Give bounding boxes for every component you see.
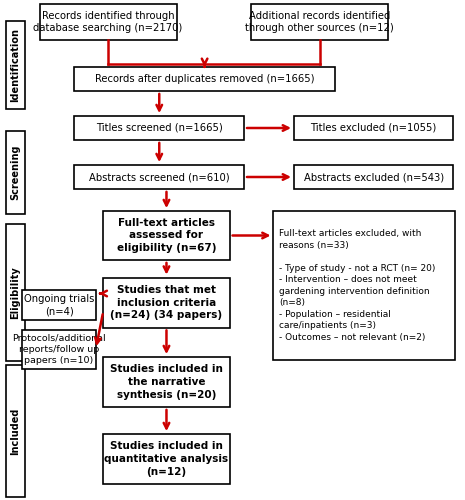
FancyBboxPatch shape — [22, 290, 96, 320]
FancyBboxPatch shape — [103, 434, 230, 484]
FancyBboxPatch shape — [251, 4, 388, 40]
Text: Eligibility: Eligibility — [10, 266, 20, 319]
FancyBboxPatch shape — [22, 330, 96, 368]
FancyBboxPatch shape — [40, 4, 177, 40]
Text: Full-text articles
assessed for
eligibility (n=67): Full-text articles assessed for eligibil… — [117, 218, 216, 254]
Text: Included: Included — [10, 408, 20, 455]
Text: Screening: Screening — [10, 145, 20, 200]
Text: Titles excluded (n=1055): Titles excluded (n=1055) — [311, 123, 437, 133]
FancyBboxPatch shape — [6, 365, 25, 497]
Text: Additional records identified
through other sources (n=12): Additional records identified through ot… — [246, 10, 394, 34]
Text: Records identified through
database searching (n=2170): Records identified through database sear… — [33, 10, 183, 34]
Text: Protocols/additional
reports/follow up
papers (n=10): Protocols/additional reports/follow up p… — [12, 333, 106, 365]
FancyBboxPatch shape — [6, 224, 25, 361]
Text: Records after duplicates removed (n=1665): Records after duplicates removed (n=1665… — [95, 74, 314, 84]
Text: Abstracts screened (n=610): Abstracts screened (n=610) — [89, 172, 230, 182]
FancyBboxPatch shape — [294, 165, 453, 189]
Text: Identification: Identification — [10, 28, 20, 102]
Text: Studies included in
quantitative analysis
(n=12): Studies included in quantitative analysi… — [105, 441, 228, 477]
FancyBboxPatch shape — [103, 357, 230, 407]
FancyBboxPatch shape — [103, 278, 230, 328]
FancyBboxPatch shape — [74, 165, 244, 189]
FancyBboxPatch shape — [103, 211, 230, 260]
FancyBboxPatch shape — [273, 211, 455, 360]
Text: Studies that met
inclusion criteria
(n=24) (34 papers): Studies that met inclusion criteria (n=2… — [110, 284, 223, 320]
Text: Titles screened (n=1665): Titles screened (n=1665) — [96, 123, 223, 133]
FancyBboxPatch shape — [6, 131, 25, 214]
Text: Studies included in
the narrative
synthesis (n=20): Studies included in the narrative synthe… — [110, 364, 223, 400]
Text: Full-text articles excluded, with
reasons (n=33)

- Type of study - not a RCT (n: Full-text articles excluded, with reason… — [279, 230, 436, 342]
FancyBboxPatch shape — [74, 116, 244, 140]
Text: Abstracts excluded (n=543): Abstracts excluded (n=543) — [304, 172, 444, 182]
FancyBboxPatch shape — [294, 116, 453, 140]
Text: Ongoing trials
(n=4): Ongoing trials (n=4) — [24, 294, 94, 316]
FancyBboxPatch shape — [6, 21, 25, 109]
FancyBboxPatch shape — [74, 67, 335, 91]
